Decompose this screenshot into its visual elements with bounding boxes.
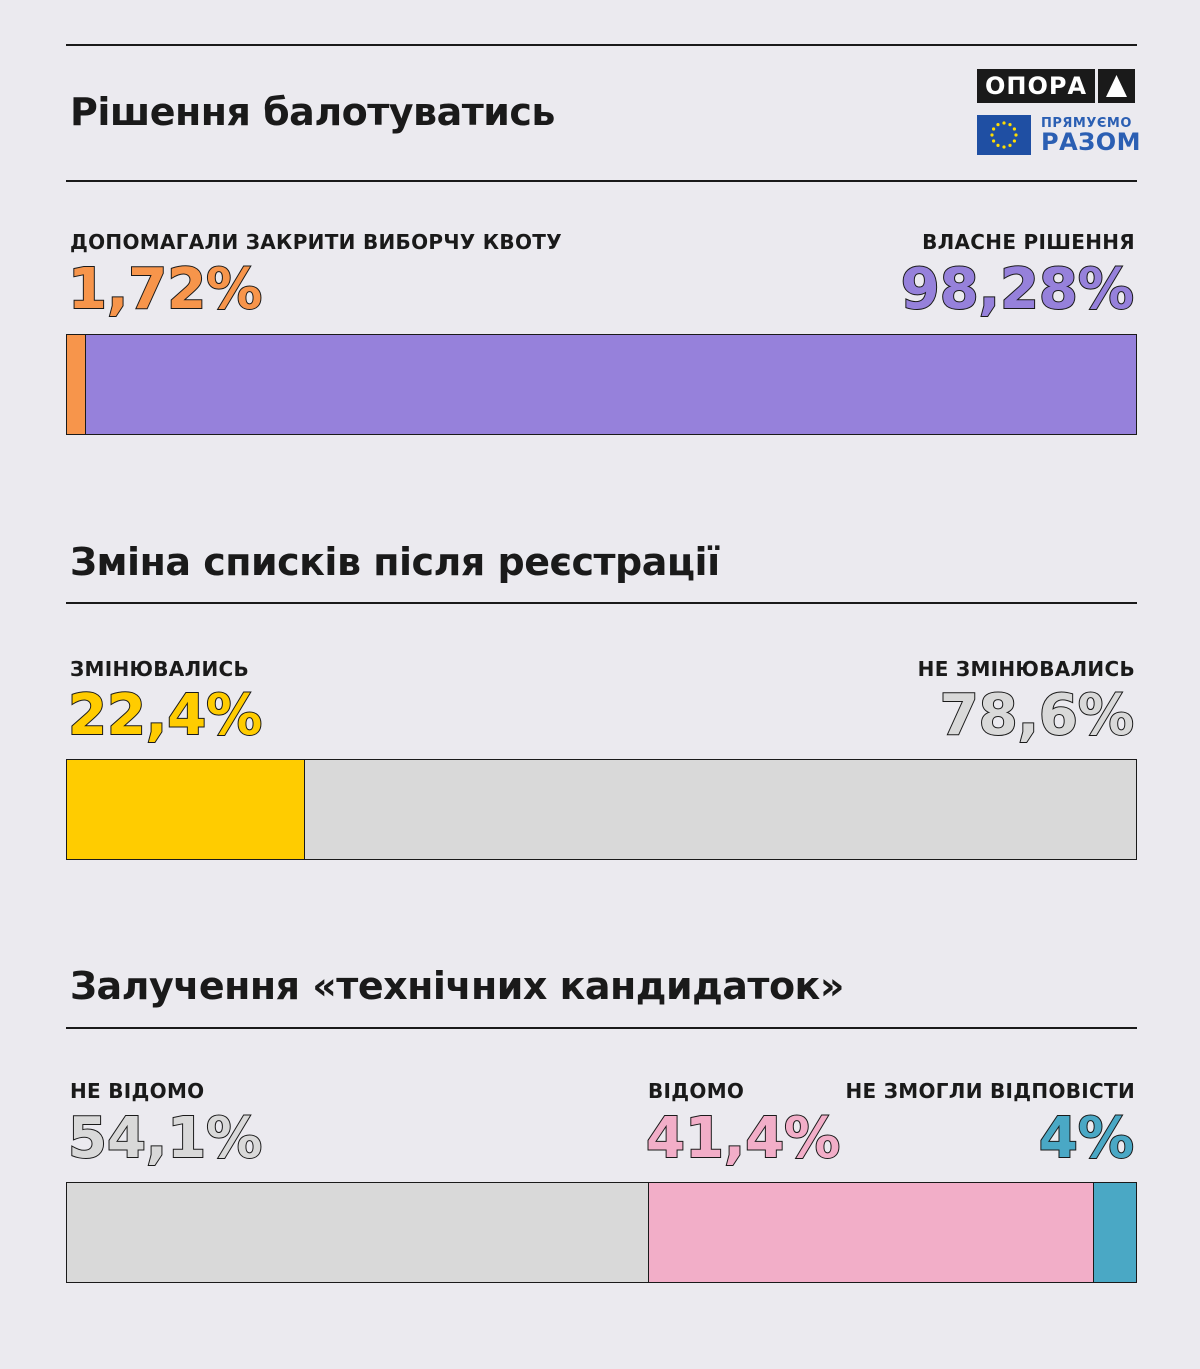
chart-2-title: Зміна списків після реєстрації [70,540,720,584]
chart-3-value-0: 54,1% [67,1106,263,1171]
chart-3-label-0: НЕ ВІДОМО [70,1079,205,1103]
chart-3-bar [66,1182,1137,1283]
eu-logo-line1: ПРЯМУЄМО [1041,115,1132,131]
chart-3-title: Залучення «технічних кандидаток» [70,964,844,1008]
eu-star [1008,123,1012,127]
eu-star [990,133,994,137]
chart-3-label-2: НЕ ЗМОГЛИ ВІДПОВІСТИ [845,1079,1135,1103]
eu-star [1002,145,1006,149]
chart-2-bar [66,759,1137,860]
chart-3-value-2: 4% [1038,1106,1135,1171]
chart-1-title: Рішення балотуватись [70,90,555,134]
chart-3-value-1: 41,4% [645,1106,841,1171]
bar-segment-1 [304,760,1136,859]
divider [66,1027,1137,1029]
chart-2-value-1: 78,6% [939,683,1135,748]
eu-star [1012,139,1016,143]
divider [66,44,1137,46]
chart-1-label-0: ДОПОМАГАЛИ ЗАКРИТИ ВИБОРЧУ КВОТУ [70,230,562,254]
chart-1-label-1: ВЛАСНЕ РІШЕННЯ [922,230,1135,254]
eu-star [996,143,1000,147]
eu-star [1008,143,1012,147]
eu-star [996,123,1000,127]
bar-segment-0 [67,760,305,859]
chart-2-value-0: 22,4% [67,683,263,748]
eu-star [992,127,996,131]
eu-flag-icon [977,115,1031,155]
opora-logo-text: ОПОРА [977,69,1096,103]
chart-3-label-1: ВІДОМО [648,1079,745,1103]
divider [66,602,1137,604]
chart-1-value-1: 98,28% [900,257,1135,322]
triangle-icon [1098,69,1136,103]
eu-logo: ПРЯМУЄМО РАЗОМ [977,114,1141,156]
bar-segment-1 [648,1183,1094,1282]
eu-star [992,139,996,143]
eu-star [1012,127,1016,131]
chart-1-bar [66,334,1137,435]
eu-star [1014,133,1018,137]
bar-segment-0 [67,335,86,434]
eu-logo-line2: РАЗОМ [1041,127,1141,156]
opora-logo: ОПОРА [977,69,1136,103]
bar-segment-2 [1093,1183,1136,1282]
eu-star [1002,121,1006,125]
bar-segment-1 [85,335,1136,434]
bar-segment-0 [67,1183,649,1282]
chart-1-value-0: 1,72% [67,257,263,322]
chart-2-label-0: ЗМІНЮВАЛИСЬ [70,657,250,681]
divider [66,180,1137,182]
chart-2-label-1: НЕ ЗМІНЮВАЛИСЬ [917,657,1135,681]
